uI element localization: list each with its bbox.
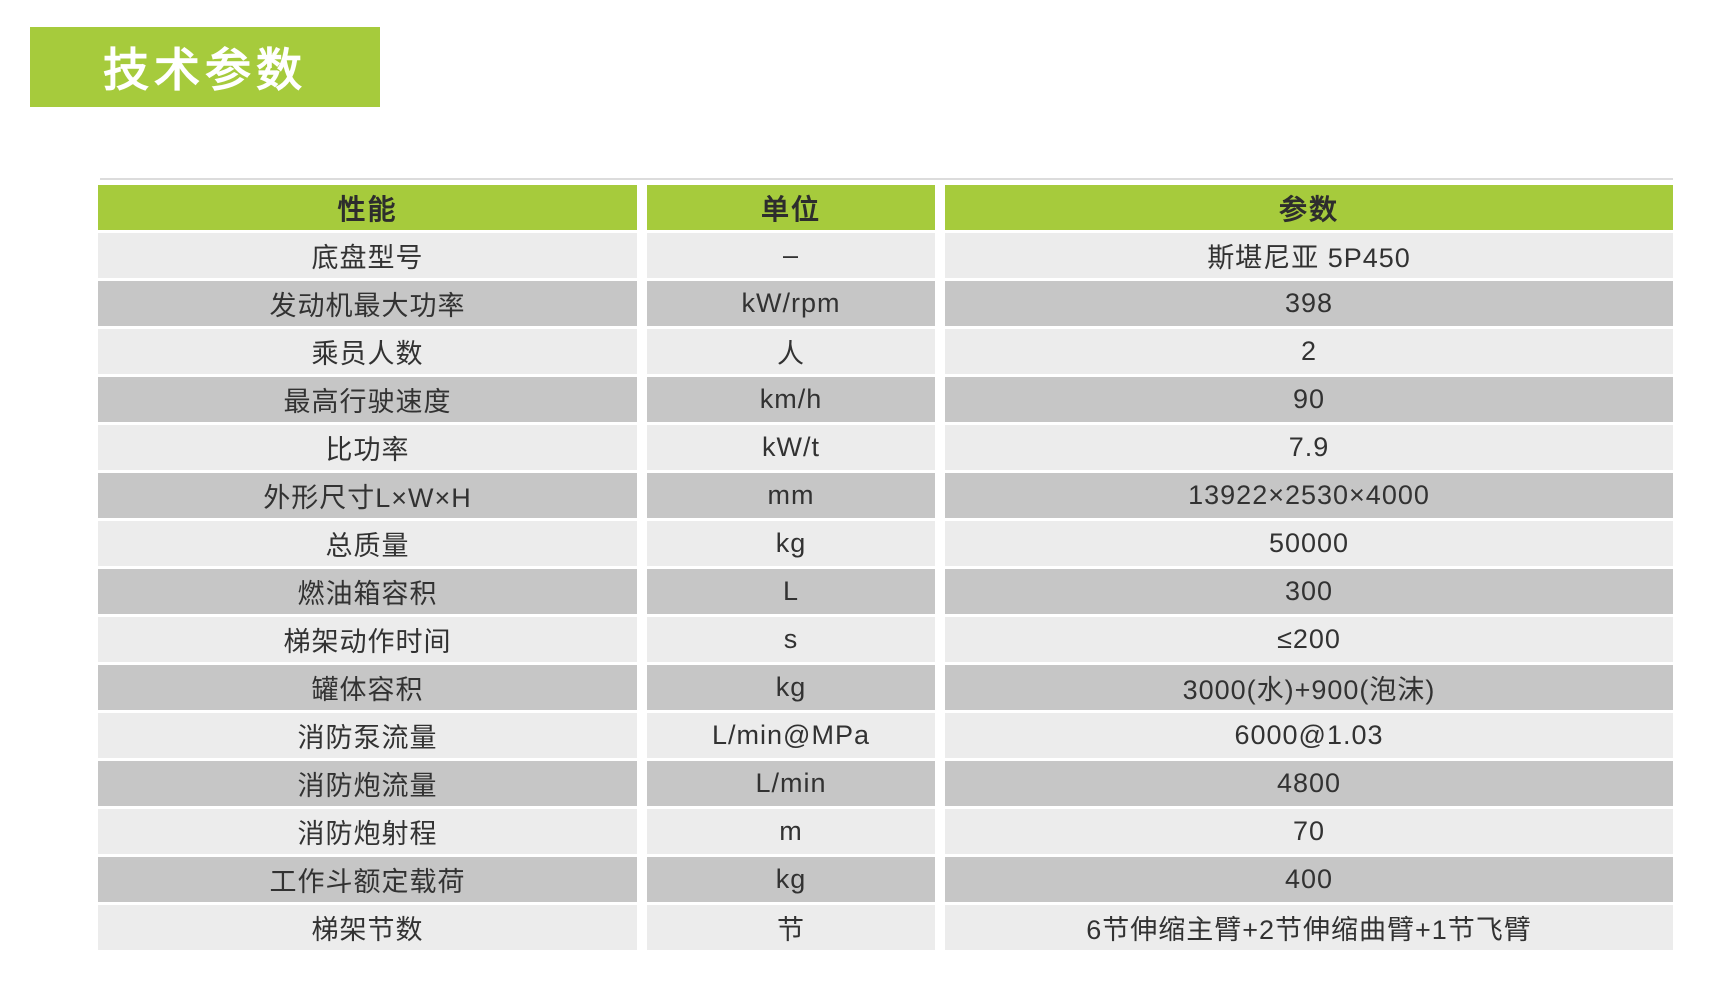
table-row: 燃油箱容积 L 300 (98, 569, 1673, 614)
table-row: 比功率 kW/t 7.9 (98, 425, 1673, 470)
table-row: 乘员人数 人 2 (98, 329, 1673, 374)
row-unit: kW/t (647, 425, 935, 470)
row-value: 90 (945, 377, 1673, 422)
row-value: 400 (945, 857, 1673, 902)
row-value: 4800 (945, 761, 1673, 806)
table-row: 工作斗额定载荷 kg 400 (98, 857, 1673, 902)
row-label: 比功率 (98, 425, 637, 470)
table-body: 底盘型号 – 斯堪尼亚 5P450 发动机最大功率 kW/rpm 398 乘员人… (98, 233, 1673, 950)
row-unit: kW/rpm (647, 281, 935, 326)
column-header-parameter: 参数 (945, 185, 1673, 230)
row-value: 70 (945, 809, 1673, 854)
row-label: 总质量 (98, 521, 637, 566)
row-label: 梯架节数 (98, 905, 637, 950)
table-row: 罐体容积 kg 3000(水)+900(泡沫) (98, 665, 1673, 710)
table-row: 外形尺寸L×W×H mm 13922×2530×4000 (98, 473, 1673, 518)
table-row: 发动机最大功率 kW/rpm 398 (98, 281, 1673, 326)
table-row: 底盘型号 – 斯堪尼亚 5P450 (98, 233, 1673, 278)
row-unit: 节 (647, 905, 935, 950)
row-label: 外形尺寸L×W×H (98, 473, 637, 518)
row-unit: km/h (647, 377, 935, 422)
row-label: 梯架动作时间 (98, 617, 637, 662)
column-header-performance: 性能 (98, 185, 637, 230)
row-unit: L (647, 569, 935, 614)
table-row: 梯架动作时间 s ≤200 (98, 617, 1673, 662)
row-label: 罐体容积 (98, 665, 637, 710)
row-value: 13922×2530×4000 (945, 473, 1673, 518)
row-label: 燃油箱容积 (98, 569, 637, 614)
row-unit: 人 (647, 329, 935, 374)
spec-table: 性能 单位 参数 底盘型号 – 斯堪尼亚 5P450 发动机最大功率 kW/rp… (98, 185, 1673, 950)
row-value: 6000@1.03 (945, 713, 1673, 758)
row-label: 消防炮流量 (98, 761, 637, 806)
table-top-rule (100, 178, 1673, 180)
row-unit: s (647, 617, 935, 662)
row-value: 50000 (945, 521, 1673, 566)
row-label: 消防泵流量 (98, 713, 637, 758)
row-label: 乘员人数 (98, 329, 637, 374)
table-row: 最高行驶速度 km/h 90 (98, 377, 1673, 422)
row-label: 底盘型号 (98, 233, 637, 278)
row-value: 2 (945, 329, 1673, 374)
row-unit: kg (647, 665, 935, 710)
row-label: 消防炮射程 (98, 809, 637, 854)
row-label: 工作斗额定载荷 (98, 857, 637, 902)
section-title-badge: 技术参数 (30, 27, 380, 107)
table-row: 消防炮射程 m 70 (98, 809, 1673, 854)
row-value: 6节伸缩主臂+2节伸缩曲臂+1节飞臂 (945, 905, 1673, 950)
row-label: 发动机最大功率 (98, 281, 637, 326)
row-unit: mm (647, 473, 935, 518)
row-value: 7.9 (945, 425, 1673, 470)
table-row: 梯架节数 节 6节伸缩主臂+2节伸缩曲臂+1节飞臂 (98, 905, 1673, 950)
row-unit: – (647, 233, 935, 278)
row-unit: kg (647, 857, 935, 902)
row-value: ≤200 (945, 617, 1673, 662)
row-value: 3000(水)+900(泡沫) (945, 665, 1673, 710)
row-unit: kg (647, 521, 935, 566)
row-label: 最高行驶速度 (98, 377, 637, 422)
row-value: 300 (945, 569, 1673, 614)
row-unit: m (647, 809, 935, 854)
table-header-row: 性能 单位 参数 (98, 185, 1673, 230)
column-header-unit: 单位 (647, 185, 935, 230)
table-row: 总质量 kg 50000 (98, 521, 1673, 566)
row-value: 398 (945, 281, 1673, 326)
row-unit: L/min@MPa (647, 713, 935, 758)
row-value: 斯堪尼亚 5P450 (945, 233, 1673, 278)
table-row: 消防炮流量 L/min 4800 (98, 761, 1673, 806)
table-row: 消防泵流量 L/min@MPa 6000@1.03 (98, 713, 1673, 758)
row-unit: L/min (647, 761, 935, 806)
